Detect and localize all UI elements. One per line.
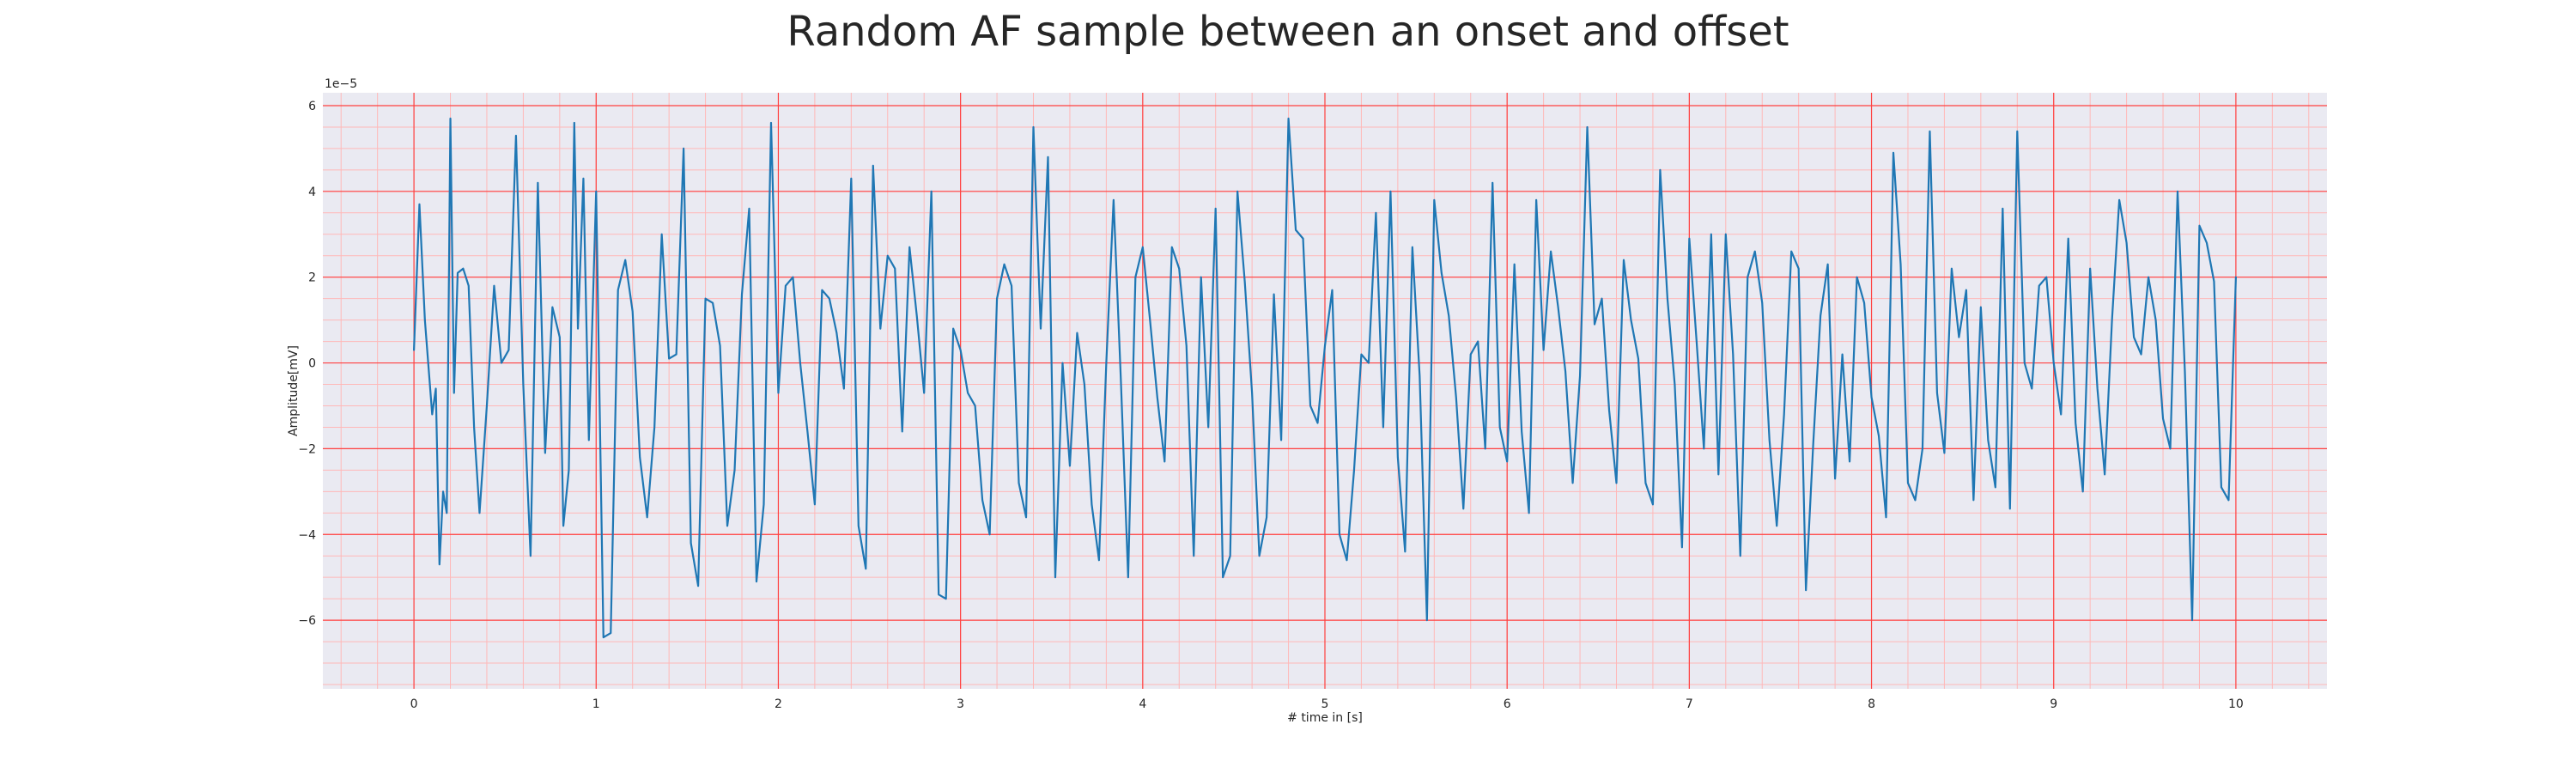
y-tick-label: −2 [298, 442, 316, 456]
x-axis-label: # time in [s] [1287, 711, 1363, 725]
series-layer [412, 117, 2238, 639]
x-tick-label: 4 [1139, 697, 1146, 711]
y-tick-label: −6 [298, 614, 316, 628]
y-axis-label: Amplitude[mV] [287, 345, 301, 436]
x-tick-label: 5 [1321, 697, 1329, 711]
x-tick-label: 0 [410, 697, 418, 711]
x-tick-label: 3 [957, 697, 964, 711]
x-tick-label: 6 [1504, 697, 1511, 711]
y-scale-label: 1e−5 [325, 77, 357, 91]
y-tick-label: 2 [308, 271, 316, 285]
y-tick-label: 0 [308, 357, 316, 371]
x-tick-label: 7 [1686, 697, 1693, 711]
x-tick-label: 1 [592, 697, 600, 711]
tick-labels: 0 1 2 3 4 5 6 7 8 9 10 6 4 2 0 −2 −4 −6 [298, 100, 2243, 711]
y-tick-label: 4 [308, 186, 316, 199]
x-tick-label: 8 [1868, 697, 1875, 711]
y-tick-label: 6 [308, 100, 316, 113]
y-tick-label: −4 [298, 528, 316, 542]
chart-title: Random AF sample between an onset and of… [787, 8, 1789, 56]
x-tick-label: 2 [775, 697, 782, 711]
series-line [412, 117, 2238, 639]
x-tick-label: 9 [2050, 697, 2057, 711]
x-tick-label: 10 [2228, 697, 2244, 711]
